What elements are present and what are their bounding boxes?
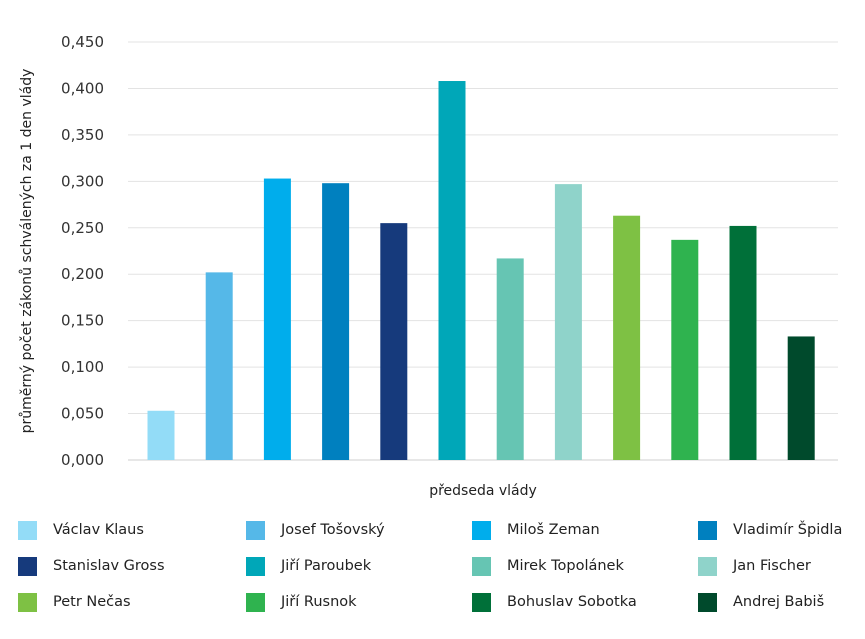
legend-swatch	[698, 520, 717, 540]
legend-item: Mirek Topolánek	[472, 554, 624, 578]
legend-swatch	[472, 520, 491, 540]
legend-item: Andrej Babiš	[698, 590, 824, 614]
legend-label: Miloš Zeman	[507, 522, 600, 538]
legend-item: Stanislav Gross	[18, 554, 165, 578]
legend-label: Jan Fischer	[733, 558, 811, 574]
legend-swatch	[18, 520, 37, 540]
y-tick-label: 0,400	[61, 79, 104, 97]
y-tick-label: 0,100	[61, 358, 104, 376]
legend-item: Vladimír Špidla	[698, 518, 842, 542]
y-axis-title: průměrný počet zákonů schválených za 1 d…	[19, 69, 35, 434]
bar-11	[729, 225, 757, 460]
y-tick-label: 0,250	[61, 219, 104, 237]
legend-label: Andrej Babiš	[733, 594, 825, 610]
bar-8	[554, 184, 582, 460]
legend-swatch	[246, 556, 265, 576]
legend-label: Josef Tošovský	[281, 522, 385, 538]
legend-item: Petr Nečas	[18, 590, 131, 614]
legend-label: Vladimír Špidla	[733, 522, 843, 538]
bars	[147, 81, 815, 461]
y-tick-label: 0,150	[61, 312, 104, 330]
bar-1	[147, 410, 175, 460]
legend-item: Bohuslav Sobotka	[472, 590, 637, 614]
bar-3	[263, 178, 291, 460]
legend-item: Jan Fischer	[698, 554, 811, 578]
legend-swatch	[246, 592, 265, 612]
y-tick-label: 0,200	[61, 265, 104, 283]
y-tick-label: 0,450	[61, 33, 104, 51]
legend-swatch	[246, 520, 265, 540]
legend-label: Stanislav Gross	[53, 558, 165, 574]
bar-9	[613, 215, 641, 460]
legend-label: Petr Nečas	[53, 594, 131, 610]
bar-4	[322, 183, 350, 461]
y-tick-labels: 0,000 0,050 0,100 0,150 0,200 0,250 0,300 0,350…	[61, 33, 104, 469]
legend-swatch	[472, 592, 491, 612]
legend-item: Václav Klaus	[18, 518, 144, 542]
bar-5	[380, 223, 408, 460]
y-tick-label: 0,350	[61, 126, 104, 144]
legend-swatch	[18, 592, 37, 612]
legend: Václav Klaus Josef Tošovský Miloš Zeman Vla…	[0, 514, 865, 634]
y-tick-label: 0,050	[61, 405, 104, 423]
x-axis-title: předseda vlády	[429, 483, 537, 499]
legend-swatch	[472, 556, 491, 576]
y-tick-label: 0,000	[61, 451, 104, 469]
gridlines	[128, 41, 838, 461]
y-tick-label: 0,300	[61, 172, 104, 190]
legend-label: Václav Klaus	[53, 522, 144, 538]
bar-7	[496, 258, 524, 460]
legend-item: Josef Tošovský	[246, 518, 385, 542]
legend-swatch	[18, 556, 37, 576]
legend-label: Bohuslav Sobotka	[507, 594, 637, 610]
legend-item: Jiří Rusnok	[246, 590, 357, 614]
legend-swatch	[698, 556, 717, 576]
legend-label: Mirek Topolánek	[507, 558, 624, 574]
legend-label: Jiří Paroubek	[281, 558, 372, 574]
chart-plot: 0,000 0,050 0,100 0,150 0,200 0,250 0,300 0,350…	[19, 33, 838, 499]
bar-2	[205, 272, 233, 460]
legend-item: Jiří Paroubek	[246, 554, 371, 578]
bar-6	[438, 81, 466, 460]
legend-item: Miloš Zeman	[472, 518, 600, 542]
bar-10	[671, 239, 699, 460]
legend-label: Jiří Rusnok	[281, 594, 357, 610]
legend-swatch	[698, 592, 717, 612]
bar-12	[787, 336, 815, 460]
